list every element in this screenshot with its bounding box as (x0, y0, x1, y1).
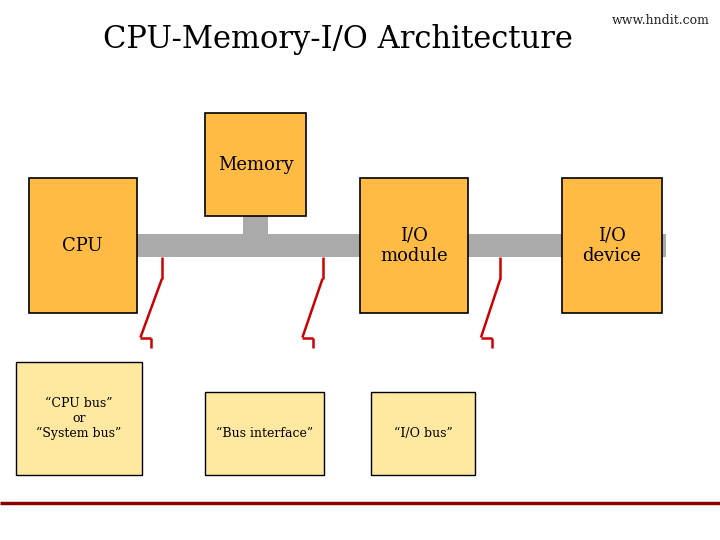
Text: CPU-Memory-I/O Architecture: CPU-Memory-I/O Architecture (104, 24, 573, 55)
Text: “CPU bus”
or
“System bus”: “CPU bus” or “System bus” (36, 397, 122, 440)
Text: “I/O bus”: “I/O bus” (394, 427, 452, 440)
Bar (205, 392, 324, 475)
Bar (29, 178, 137, 313)
Bar (205, 113, 306, 216)
Bar (360, 178, 468, 313)
Text: I/O
module: I/O module (380, 226, 448, 265)
Text: I/O
device: I/O device (582, 226, 642, 265)
Text: Memory: Memory (217, 156, 294, 174)
Text: www.hndit.com: www.hndit.com (611, 14, 709, 26)
Bar (371, 392, 475, 475)
Bar (562, 178, 662, 313)
Bar (137, 234, 666, 257)
Text: CPU: CPU (63, 237, 103, 255)
Text: “Bus interface”: “Bus interface” (216, 427, 313, 440)
Bar (16, 362, 142, 475)
Bar (243, 113, 268, 257)
